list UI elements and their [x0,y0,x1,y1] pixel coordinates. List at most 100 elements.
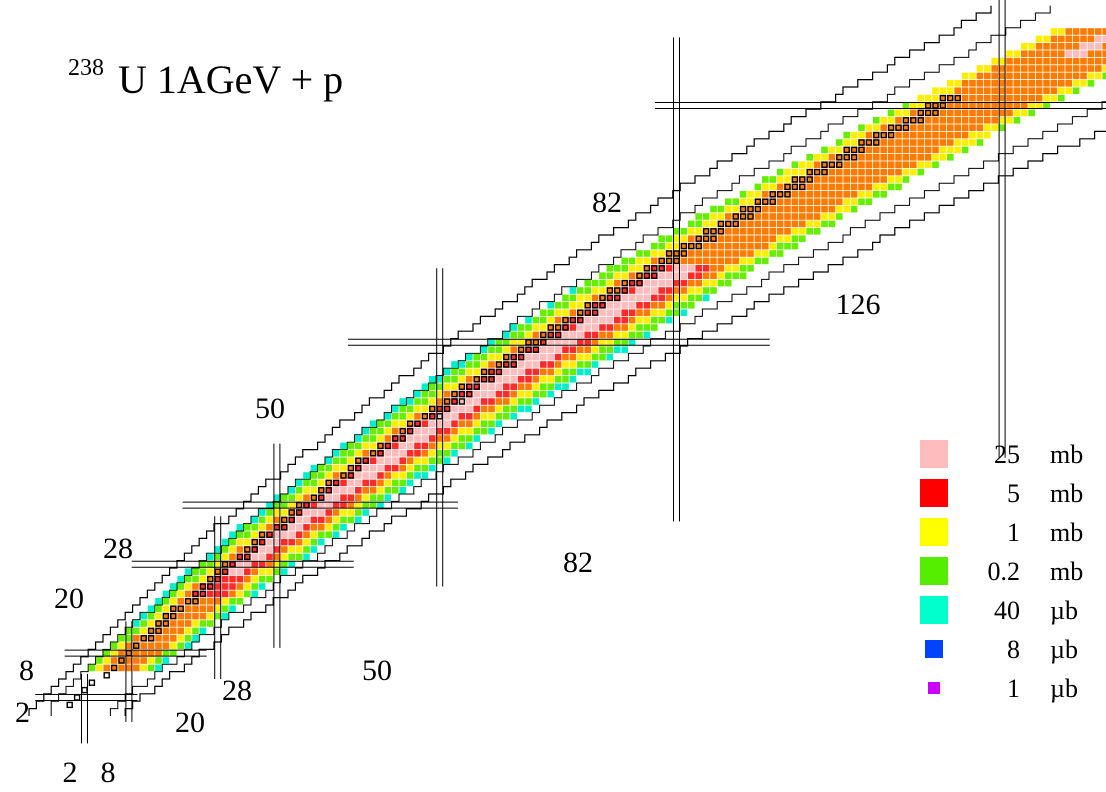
cell [414,472,421,479]
cell [843,183,850,191]
stable-isotope [917,109,924,117]
cell [362,442,369,450]
cell [503,346,510,353]
stable-isotope [421,413,429,420]
cell [880,191,887,198]
cell [443,413,451,420]
cell [725,235,732,242]
stable-isotope [643,265,651,272]
cell [658,235,665,242]
cell [436,398,443,405]
cell [821,220,828,228]
cell [628,257,636,265]
cell [466,442,473,450]
cell [1065,57,1072,65]
cell [1013,65,1021,72]
cell [1043,65,1050,72]
cell [710,257,717,265]
stable-isotope [406,427,414,435]
stable-isotope [784,183,791,191]
cell [325,479,332,487]
cell [562,309,569,316]
cell [939,87,947,94]
cell [480,376,488,383]
cell [924,124,932,131]
cell [991,80,998,87]
cell [569,316,577,324]
cell [1080,43,1087,50]
cell [614,272,621,279]
cell [288,538,295,546]
cell [1021,57,1028,65]
cell [532,331,540,339]
cell [495,339,503,346]
cell [969,72,976,80]
cell [1065,72,1072,80]
cell [695,279,702,287]
stable-isotope [510,353,517,361]
cell [902,176,910,183]
cell [658,265,665,272]
cell [429,450,436,457]
cell [480,383,488,390]
cell [221,575,229,583]
stable-isotope [318,494,325,501]
cell [303,524,310,531]
cell [651,316,658,324]
cell [495,353,503,361]
cell [155,635,162,642]
cell [769,198,776,205]
cell [177,583,184,590]
cell [133,664,140,672]
cell [184,642,192,649]
cell [784,228,791,235]
cell [865,191,873,198]
cell [495,376,503,383]
cell [828,168,836,176]
cell [769,242,776,250]
cell [924,102,932,109]
stable-isotope [614,294,621,302]
cell [636,316,643,324]
cell [495,346,503,353]
cell [976,131,984,139]
cell [569,339,577,346]
cell [310,531,318,538]
cell [828,161,836,168]
cell [392,442,399,450]
cell [754,213,762,220]
cell [1013,117,1021,124]
cell [281,553,288,561]
cell [199,561,207,568]
cell [540,346,547,353]
cell [458,442,466,450]
cell [799,228,806,235]
stable-isotope [81,686,88,694]
cell [118,642,125,649]
cell [776,191,784,198]
cell [429,442,436,450]
stable-isotope [717,220,725,228]
cell [880,139,887,146]
cell [303,553,310,561]
stable-isotope [591,309,599,316]
stable-isotope [850,154,858,161]
cell [747,198,754,205]
cell [451,398,458,405]
cell [732,220,739,228]
cell [288,487,295,494]
cell [547,302,554,309]
cell [850,191,858,198]
cell [688,294,695,302]
cell [791,183,799,191]
cell [569,324,577,331]
stable-isotope [873,139,880,146]
cell [991,109,998,117]
cell [192,635,199,642]
cell [1035,102,1043,109]
cell [762,257,769,265]
cell [599,287,606,294]
cell [140,642,147,649]
cell [325,487,332,494]
